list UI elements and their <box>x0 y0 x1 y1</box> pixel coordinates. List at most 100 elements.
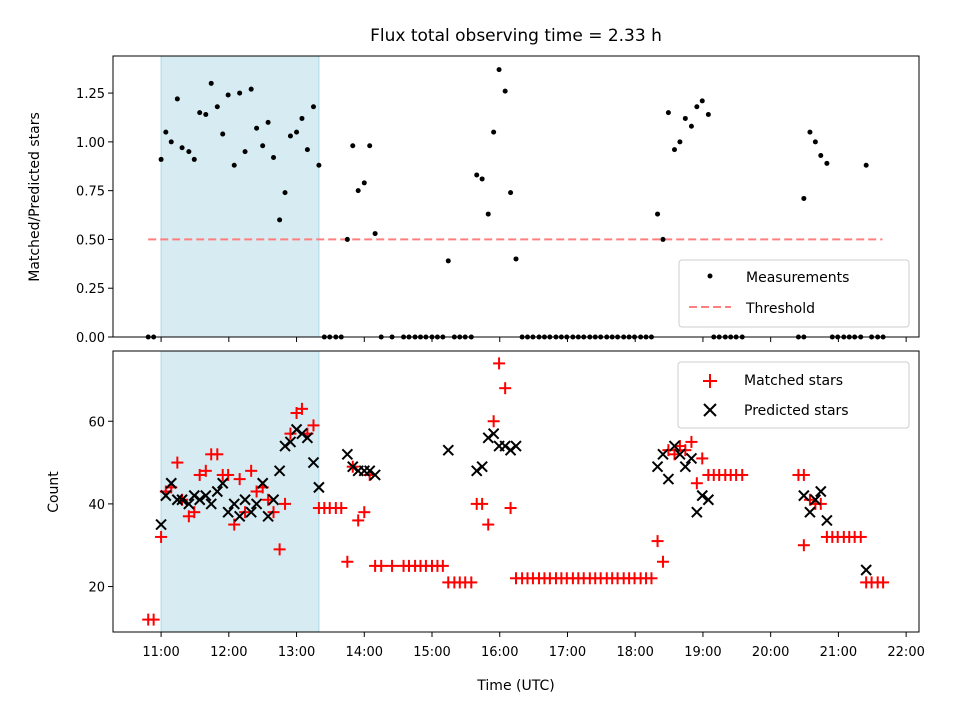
count-legend-frame <box>677 361 910 429</box>
measurement-point <box>660 236 666 242</box>
predicted-star-point <box>341 448 354 461</box>
matched-star-point <box>193 468 206 481</box>
measurement-point <box>694 104 700 110</box>
predicted-star-point <box>171 494 184 506</box>
measurement-point <box>237 90 243 96</box>
count-y-axis-label: Count <box>46 471 62 513</box>
predicted-star-point <box>233 510 246 523</box>
matched-star-point <box>656 555 669 568</box>
predicted-star-point <box>860 564 872 576</box>
measurement-point <box>294 129 300 135</box>
predicted-star-point <box>487 427 500 440</box>
ratio-panel-frame <box>112 55 920 338</box>
matched-star-point <box>147 613 160 626</box>
x-axis-label: Time (UTC) <box>476 678 554 694</box>
predicted-star-point <box>160 489 172 502</box>
ratio-y-ticks: 0.00 0.25 0.50 0.75 1.00 1.25 <box>76 87 113 346</box>
predicted-star-point <box>307 456 320 469</box>
matched-star-point <box>335 502 348 515</box>
predicted-star-point <box>691 506 703 518</box>
measurement-point <box>367 143 373 149</box>
matched-star-point <box>690 477 703 490</box>
measurement-point <box>474 172 480 178</box>
matched-star-point <box>797 539 810 552</box>
count-legend: Matched stars Predicted stars <box>677 361 910 429</box>
predicted-star-point <box>651 460 664 473</box>
matched-stars-points <box>142 357 890 626</box>
measurement-point <box>807 129 813 135</box>
matched-star-point <box>211 448 224 461</box>
matched-star-point <box>736 468 749 481</box>
measurement-point <box>158 156 164 162</box>
matched-legend-marker <box>703 374 717 388</box>
matched-star-point <box>482 518 495 531</box>
y-tick-label: 1.25 <box>76 87 105 102</box>
matched-star-point <box>284 427 297 440</box>
predicted-star-point <box>193 494 206 506</box>
predicted-star-point <box>217 477 229 489</box>
ratio-legend: Measurements Threshold <box>678 259 910 328</box>
measurement-point <box>282 190 288 196</box>
matched-star-point <box>250 485 263 498</box>
x-tick-label: 22:00 <box>887 645 924 660</box>
x-tick-label: 18:00 <box>616 645 653 660</box>
predicted-star-point <box>183 498 195 510</box>
predicted-star-point <box>222 506 234 518</box>
measurement-point <box>260 143 266 149</box>
predicted-star-point <box>256 477 269 489</box>
matched-star-point <box>645 572 658 585</box>
x-tick-label: 17:00 <box>549 645 586 660</box>
matched-star-point <box>245 464 258 477</box>
chart-title: Flux total observing time = 2.33 h <box>370 26 662 46</box>
predicted-star-point <box>155 518 167 531</box>
x-tick-label: 11:00 <box>142 645 179 660</box>
matched-star-point <box>465 576 478 589</box>
predicted-star-point <box>267 494 280 506</box>
measurement-point <box>254 125 260 131</box>
measurement-point <box>818 153 824 159</box>
predicted-star-point <box>685 452 698 465</box>
y-tick-label: 40 <box>88 498 105 513</box>
x-tick-label: 16:00 <box>481 645 518 660</box>
matched-star-point <box>279 497 292 510</box>
matched-star-point <box>504 502 517 515</box>
predicted-star-point <box>809 494 822 506</box>
measurement-point <box>271 154 277 160</box>
count-x-ticks: 11:00 12:00 13:00 14:00 15:00 16:00 17:00 18:00… <box>142 632 925 660</box>
ratio-legend-frame <box>678 259 910 328</box>
measurement-point <box>174 96 180 102</box>
y-tick-label: 1.00 <box>76 136 105 151</box>
predicted-star-point <box>476 460 488 473</box>
matched-star-point <box>341 555 354 568</box>
measurement-point <box>502 88 508 94</box>
y-tick-label: 0.75 <box>76 185 105 200</box>
predicted-star-point <box>821 514 833 527</box>
x-tick-label: 14:00 <box>346 645 383 660</box>
matched-legend-label: Matched stars <box>744 373 843 389</box>
x-tick-label: 13:00 <box>278 645 315 660</box>
matched-star-point <box>436 559 449 572</box>
measurement-point <box>682 115 688 121</box>
measurement-point <box>491 129 497 135</box>
measurement-point <box>671 147 677 153</box>
measurement-point <box>242 149 248 155</box>
predicted-star-point <box>228 498 240 510</box>
measurement-point <box>485 211 491 217</box>
matched-star-point <box>262 493 275 506</box>
predicted-star-point <box>696 489 708 502</box>
predicted-star-point <box>239 494 251 506</box>
measurement-point <box>168 139 174 145</box>
x-tick-label: 19:00 <box>684 645 721 660</box>
predicted-star-point <box>798 489 810 502</box>
matched-star-point <box>797 468 810 481</box>
threshold-legend-label: Threshold <box>745 301 815 317</box>
measurement-point <box>287 133 293 139</box>
measurement-point <box>163 129 169 135</box>
predicted-star-point <box>679 460 692 473</box>
measurement-point <box>310 104 316 110</box>
measurement-point <box>186 149 192 155</box>
predicted-star-point <box>674 448 686 461</box>
y-tick-label: 0.25 <box>76 282 105 297</box>
predicted-star-point <box>662 473 675 485</box>
